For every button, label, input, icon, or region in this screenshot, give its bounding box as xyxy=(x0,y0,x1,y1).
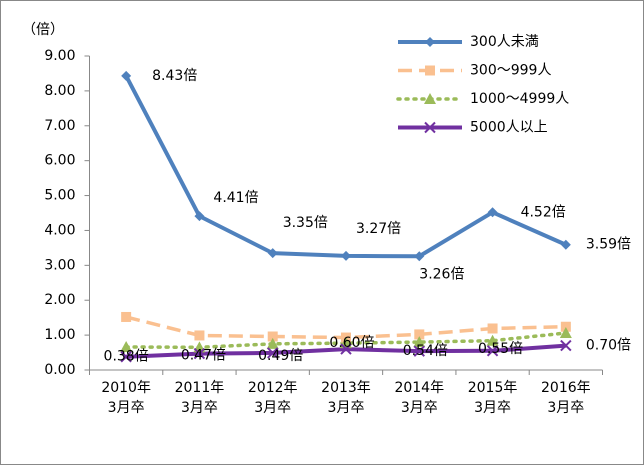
x-tick-label: 2013年 3月卒 xyxy=(321,380,371,416)
y-tick-label: 2.00 xyxy=(44,292,75,308)
data-label: 8.43倍 xyxy=(152,68,197,84)
legend-label: 1000〜4999人 xyxy=(470,91,569,107)
marker xyxy=(120,340,133,352)
data-label: 3.27倍 xyxy=(356,221,401,237)
legend-label: 300〜999人 xyxy=(470,63,551,79)
y-tick-label: 8.00 xyxy=(44,83,75,99)
legend-label: 5000人以上 xyxy=(470,120,548,136)
marker xyxy=(560,239,571,250)
marker xyxy=(121,311,132,322)
marker xyxy=(414,251,425,262)
y-tick-label: 1.00 xyxy=(44,327,75,343)
data-label: 3.35倍 xyxy=(283,215,328,231)
legend-marker xyxy=(425,37,435,47)
legend-marker xyxy=(425,65,435,76)
data-label: 0.49倍 xyxy=(258,348,303,364)
marker xyxy=(414,329,425,340)
legend-marker xyxy=(424,121,436,134)
marker xyxy=(194,330,205,341)
x-tick-label: 2015年 3月卒 xyxy=(467,380,518,416)
marker xyxy=(194,211,205,222)
marker xyxy=(487,323,498,334)
marker xyxy=(266,337,279,349)
data-label: 3.26倍 xyxy=(419,266,464,282)
y-tick-label: 5.00 xyxy=(44,188,75,204)
x-tick-label: 2012年 3月卒 xyxy=(247,380,298,416)
legend-label: 300人未満 xyxy=(470,34,539,50)
y-axis-label: （倍） xyxy=(22,22,64,38)
marker xyxy=(121,70,132,81)
data-label: 0.70倍 xyxy=(586,338,631,354)
marker xyxy=(560,321,571,332)
legend-marker xyxy=(424,93,436,104)
y-tick-label: 9.00 xyxy=(44,48,75,64)
data-label: 4.52倍 xyxy=(521,204,566,220)
y-tick-label: 3.00 xyxy=(44,257,75,273)
y-tick-label: 6.00 xyxy=(44,153,75,169)
marker xyxy=(193,347,206,360)
marker xyxy=(486,334,499,346)
data-label: 0.60倍 xyxy=(329,335,374,351)
data-label: 0.38倍 xyxy=(104,349,149,365)
x-tick-label: 2010年 3月卒 xyxy=(101,380,151,416)
marker xyxy=(341,250,351,261)
marker xyxy=(120,351,132,363)
marker xyxy=(559,327,572,339)
marker xyxy=(413,336,426,348)
data-label: 0.47倍 xyxy=(181,348,226,364)
data-label: 0.55倍 xyxy=(478,341,523,357)
y-tick-label: 7.00 xyxy=(44,118,75,134)
marker xyxy=(487,207,498,218)
marker xyxy=(267,248,278,259)
x-tick-label: 2016年 3月卒 xyxy=(541,380,591,416)
y-tick-label: 0.00 xyxy=(44,362,75,378)
x-tick-label: 2014年 3月卒 xyxy=(394,380,445,416)
data-label: 3.59倍 xyxy=(586,237,631,253)
marker xyxy=(486,345,499,357)
data-label: 4.41倍 xyxy=(213,190,258,206)
y-tick-label: 4.00 xyxy=(44,222,75,238)
marker xyxy=(413,345,425,357)
marker xyxy=(560,339,572,352)
marker xyxy=(267,347,279,359)
marker xyxy=(340,343,352,355)
marker xyxy=(267,331,278,342)
data-label: 0.54倍 xyxy=(403,343,448,359)
x-tick-label: 2011年 3月卒 xyxy=(174,380,225,416)
